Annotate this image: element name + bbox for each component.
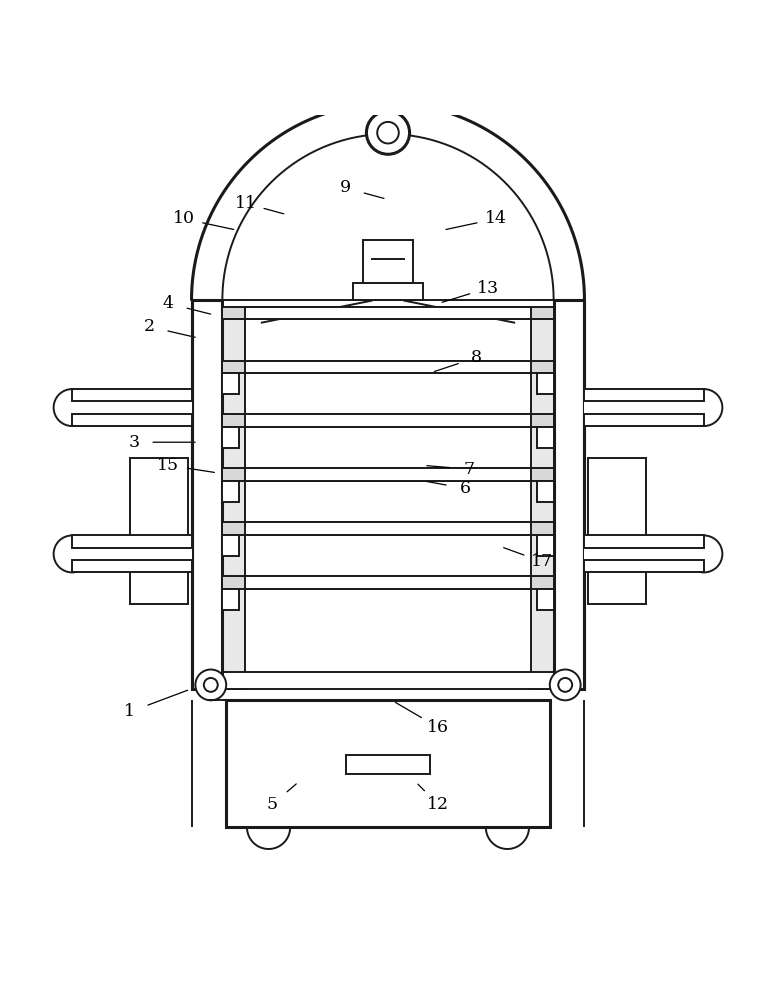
Bar <box>72 389 192 426</box>
Bar <box>223 300 245 689</box>
Bar <box>223 427 239 448</box>
Bar <box>531 300 553 689</box>
Circle shape <box>196 669 227 700</box>
Bar <box>537 535 553 556</box>
Bar <box>223 373 239 394</box>
Bar <box>537 427 553 448</box>
Text: 1: 1 <box>124 703 135 720</box>
Bar <box>192 300 223 689</box>
Bar <box>72 414 192 426</box>
Text: 16: 16 <box>427 719 449 736</box>
Bar <box>537 481 553 502</box>
Circle shape <box>377 122 399 143</box>
Circle shape <box>558 678 572 692</box>
Text: 13: 13 <box>477 280 499 297</box>
Text: 5: 5 <box>267 796 278 813</box>
Bar <box>584 560 704 572</box>
Bar <box>245 522 531 535</box>
Bar <box>130 458 188 604</box>
Text: 14: 14 <box>485 210 507 227</box>
Circle shape <box>549 669 580 700</box>
Bar <box>223 361 553 373</box>
Bar <box>584 535 704 572</box>
Bar <box>537 373 553 394</box>
Text: 9: 9 <box>340 179 352 196</box>
Bar <box>227 700 549 827</box>
Bar <box>72 560 192 572</box>
Bar <box>223 468 553 481</box>
Bar <box>584 535 704 548</box>
Circle shape <box>54 535 91 572</box>
Bar <box>223 535 239 556</box>
Bar <box>223 589 239 610</box>
Text: 7: 7 <box>463 461 474 478</box>
Bar <box>223 300 553 319</box>
Text: 11: 11 <box>234 195 256 212</box>
Bar <box>72 389 192 401</box>
Text: 8: 8 <box>471 349 482 366</box>
Bar <box>223 522 553 535</box>
Text: 6: 6 <box>459 480 470 497</box>
Bar <box>537 589 553 610</box>
Bar <box>223 414 553 427</box>
Text: 15: 15 <box>158 457 179 474</box>
Text: 4: 4 <box>163 295 174 312</box>
Bar <box>584 414 704 426</box>
Text: 2: 2 <box>144 318 154 335</box>
Bar <box>245 414 531 427</box>
Bar <box>588 458 646 604</box>
Bar <box>223 576 553 589</box>
Bar <box>223 481 239 502</box>
Bar <box>363 240 413 283</box>
Bar <box>553 300 584 689</box>
Bar <box>223 307 553 319</box>
Bar <box>245 576 531 589</box>
Text: 10: 10 <box>173 210 195 227</box>
Bar <box>584 389 704 401</box>
Circle shape <box>54 389 91 426</box>
Text: 12: 12 <box>427 796 449 813</box>
Bar <box>345 755 431 774</box>
Bar <box>245 307 531 319</box>
Bar <box>223 672 553 689</box>
Bar <box>245 361 531 373</box>
Bar <box>245 468 531 481</box>
Bar <box>584 389 704 426</box>
Circle shape <box>685 535 722 572</box>
Bar <box>353 283 423 300</box>
Text: 17: 17 <box>531 553 553 570</box>
Bar <box>72 535 192 548</box>
Text: 3: 3 <box>128 434 140 451</box>
Circle shape <box>366 111 410 154</box>
Bar <box>72 535 192 572</box>
Circle shape <box>204 678 218 692</box>
Circle shape <box>685 389 722 426</box>
